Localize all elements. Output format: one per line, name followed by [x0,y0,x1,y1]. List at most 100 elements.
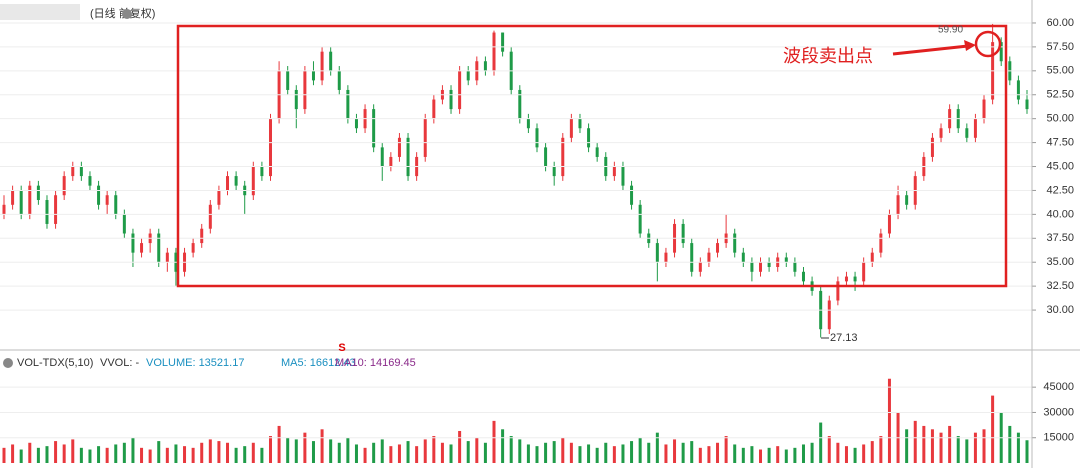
volume-bar [440,442,444,463]
volume-bar [354,444,358,463]
volume-bar [36,447,40,463]
volume-bar [2,447,6,463]
volume-bar [647,442,651,463]
volume-bar [372,442,376,463]
volume-bar [1008,425,1012,463]
volume-bar [397,444,401,463]
y-tick-label: 45.00 [1046,160,1074,172]
volume-bar [827,436,831,463]
volume-bar [28,442,32,463]
volume-bar [595,447,599,463]
volume-bar [638,437,642,463]
volume-bar [62,444,66,463]
volume-bar [741,447,745,463]
volume-bar [492,420,496,463]
volume-bar [157,441,161,463]
volume-bar [286,437,290,463]
volume-bar [389,446,393,463]
volume-bar [346,437,350,463]
volume-bar [793,447,797,463]
y-tick-label: 30000 [1043,406,1074,418]
volume-bar [54,441,58,463]
volume-bar [1025,440,1029,463]
volume-bar [767,447,771,463]
volume-bar [913,420,917,463]
volume-bar [277,425,281,463]
arrow-head [964,40,976,51]
volume-bar [673,439,677,463]
volume-bar [604,442,608,463]
volume-bar [509,436,513,463]
volume-bar [973,432,977,463]
volume-bar [337,442,341,463]
volume-bar [965,439,969,463]
y-tick-label: 52.50 [1046,89,1074,101]
volume-bar [148,449,152,463]
volume-bar [922,425,926,463]
arrow-shaft [892,44,969,56]
volume-bar [122,442,126,463]
volume-bar [131,437,135,463]
y-tick-label: 57.50 [1046,41,1074,53]
volume-bar [569,442,573,463]
volume-bar [251,442,255,463]
volume-bar [750,446,754,463]
volume-bar [664,444,668,463]
volume-bar [19,449,23,463]
volume-bar [415,446,419,463]
volume-bar [681,442,685,463]
volume-bar [759,449,763,463]
volume-bar [518,439,522,463]
volume-bar [475,437,479,463]
volume-bar [303,432,307,463]
volume-bar [982,429,986,463]
y-tick-label: 45000 [1043,381,1074,393]
toggle-icon[interactable] [122,9,132,19]
volume-bar [226,442,230,463]
y-tick-label: 42.50 [1046,184,1074,196]
volume-bar [329,439,333,463]
volume-bar [79,447,83,463]
volume-bar [88,449,92,463]
high-label: 59.90 [938,25,963,36]
volume-bar [174,444,178,463]
volume-bar [870,441,874,463]
volume-bar [784,449,788,463]
volume-bar [535,446,539,463]
volume-bar [956,436,960,463]
y-tick-label: 47.50 [1046,136,1074,148]
volume-title: VOL-TDX(5,10) [17,357,93,369]
toggle-icon[interactable] [3,358,13,368]
y-tick-label: 15000 [1043,432,1074,444]
y-tick-label: 32.50 [1046,280,1074,292]
volume-bar [810,442,814,463]
volume-bar [939,432,943,463]
blurred-header [0,4,80,20]
volume-bar [449,444,453,463]
y-tick-label: 40.00 [1046,208,1074,220]
volume-bar [423,439,427,463]
volume-bar [165,447,169,463]
volume-bar [140,447,144,463]
volume-bar [819,422,823,463]
signal-marker: S [338,342,345,354]
volume-bar [217,441,221,463]
volume-bar [724,436,728,463]
low-label: 27.13 [830,332,858,344]
volume-bar [948,425,952,463]
volume-bar [311,441,315,463]
volume-bar [552,441,556,463]
volume-bar [97,446,101,463]
volume-bar [466,441,470,463]
volume-bar [432,436,436,463]
volume-bar [905,429,909,463]
volume-bar [776,446,780,463]
annotation: 波段卖出点 [783,46,873,66]
volume-bar [406,441,410,463]
volume-bar [380,439,384,463]
volume-bar [114,444,118,463]
volume-bar [690,441,694,463]
volume-bar [578,446,582,463]
volume-bar [655,432,659,463]
